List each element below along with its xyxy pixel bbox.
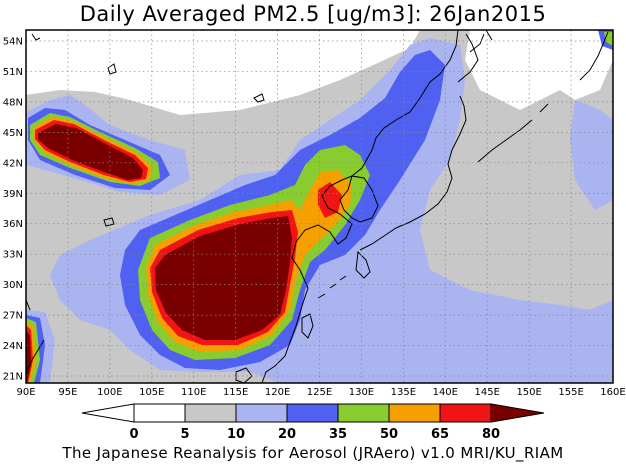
colorbar-bin-50-65 [388, 403, 441, 423]
longitude-label: 130E [349, 387, 374, 398]
longitude-label: 145E [475, 387, 500, 398]
lake-baikal [107, 63, 117, 75]
sakhalin-coastline [469, 30, 493, 53]
latitude-labels: 54N 51N 48N 45N 42N 39N 36N 33N 30N 27N 24N 21N [3, 37, 23, 383]
longitude-label: 95E [58, 387, 77, 398]
colorbar-label-0: 0 [129, 427, 138, 442]
colorbar-label-65: 65 [431, 427, 449, 442]
kuril-coastline [477, 103, 549, 163]
map-frame [25, 29, 614, 384]
longitude-label: 160E [600, 387, 625, 398]
lake-kazakh [31, 33, 41, 41]
band-0-5-north [26, 30, 420, 115]
colorbar-bin-65-80 [439, 403, 492, 423]
footer-credit: The Japanese Reanalysis for Aerosol (JRA… [62, 444, 564, 462]
colorbar-label-10: 10 [227, 427, 245, 442]
longitude-label: 100E [97, 387, 122, 398]
band-10-20-east [570, 100, 613, 210]
ryukyu-coastline [317, 275, 347, 299]
longitude-label: 110E [181, 387, 206, 398]
colorbar: 0 5 10 20 35 50 65 80 [81, 403, 545, 442]
kyushu-coastline [355, 250, 371, 279]
latitude-label: 39N [3, 189, 23, 200]
latitude-label: 54N [3, 37, 23, 48]
latitude-label: 36N [3, 219, 23, 230]
latitude-label: 21N [3, 372, 23, 383]
kamchatka-coastline [579, 31, 609, 81]
colorbar-label-80: 80 [482, 427, 500, 442]
longitude-label: 105E [139, 387, 164, 398]
latitude-label: 30N [3, 280, 23, 291]
longitude-label: 155E [558, 387, 583, 398]
latitude-label: 45N [3, 128, 23, 139]
longitude-labels: 90E 95E 100E 105E 110E 115E 120E 125E 130E 135E 14… [16, 387, 625, 398]
latitude-label: 33N [3, 250, 23, 261]
qinghai-lake [103, 217, 115, 227]
latitude-label: 42N [3, 158, 23, 169]
longitude-label: 120E [265, 387, 290, 398]
colorbar-over-arrow [490, 403, 545, 423]
map-title: Daily Averaged PM2.5 [ug/m3]: 26Jan2015 [79, 2, 547, 26]
colorbar-label-5: 5 [180, 427, 189, 442]
colorbar-label-50: 50 [380, 427, 398, 442]
colorbar-label-20: 20 [278, 427, 296, 442]
colorbar-label-35: 35 [329, 427, 347, 442]
hainan-coastline [235, 367, 253, 383]
band-gt-80-main [155, 216, 292, 340]
lake-mongolia [253, 93, 265, 103]
band-65-80-yellowsea [318, 182, 342, 218]
colorbar-bin-10-20 [235, 403, 288, 423]
longitude-label: 90E [16, 387, 35, 398]
latitude-label: 27N [3, 311, 23, 322]
japan-coastline [359, 33, 479, 251]
colorbar-under-arrow [81, 403, 135, 423]
band-0-5-northeast [465, 30, 613, 110]
band-gt-80-northwest [38, 124, 143, 180]
latitude-label: 24N [3, 341, 23, 352]
coastlines [26, 30, 609, 383]
colorbar-bin-35-50 [337, 403, 390, 423]
longitude-label: 115E [223, 387, 248, 398]
graticule [26, 30, 613, 383]
mainland-coastline [261, 30, 459, 383]
colorbar-bin-0-5 [133, 403, 186, 423]
longitude-label: 140E [433, 387, 458, 398]
longitude-label: 125E [307, 387, 332, 398]
longitude-label: 150E [516, 387, 541, 398]
latitude-label: 51N [3, 67, 23, 78]
colorbar-bin-5-10 [184, 403, 237, 423]
latitude-label: 48N [3, 97, 23, 108]
korea-coastline [339, 175, 379, 223]
taiwan-coastline [301, 313, 314, 339]
colorbar-bin-20-35 [286, 403, 339, 423]
longitude-label: 135E [391, 387, 416, 398]
